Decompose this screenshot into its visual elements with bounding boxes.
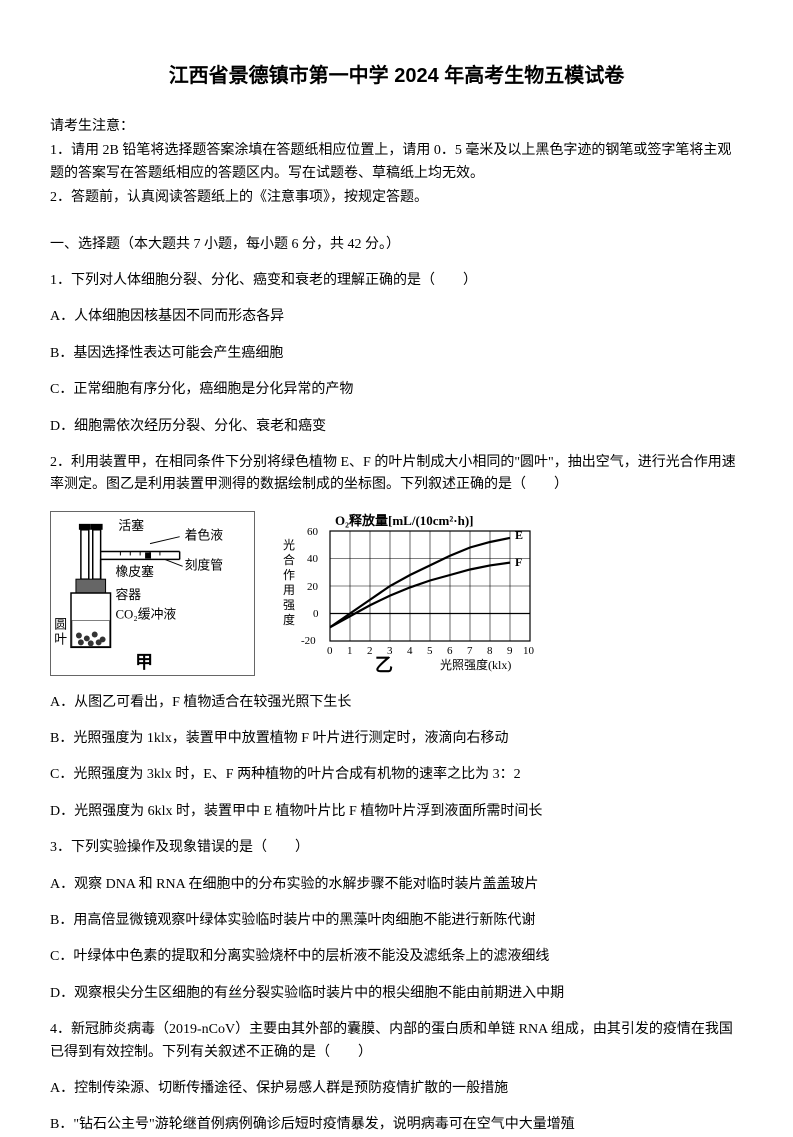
ytick-60: 60 xyxy=(307,526,319,538)
q2-stem: 2．利用装置甲，在相同条件下分别将绿色植物 E、F 的叶片制成大小相同的"圆叶"… xyxy=(50,452,743,497)
xtick-6: 6 xyxy=(447,645,453,657)
xtick-2: 2 xyxy=(367,645,373,657)
q4-stem: 4．新冠肺炎病毒（2019-nCoV）主要由其外部的囊膜、内部的蛋白质和单链 R… xyxy=(50,1019,743,1064)
ylabel-1: 光 xyxy=(283,538,295,552)
q1-option-a: A．人体细胞因核基因不同而形态各异 xyxy=(50,306,743,328)
q4-option-b: B．"钻石公主号"游轮继首例病例确诊后短时疫情暴发，说明病毒可在空气中大量增殖 xyxy=(50,1114,743,1136)
section-1-header: 一、选择题（本大题共 7 小题，每小题 6 分，共 42 分。） xyxy=(50,234,743,256)
label-container: 容器 xyxy=(115,587,141,602)
ylabel-3: 作 xyxy=(283,568,295,582)
xtick-5: 5 xyxy=(427,645,433,657)
apparatus-name: 甲 xyxy=(135,652,153,672)
ylabel-5: 强 xyxy=(283,598,295,612)
q2-option-a: A．从图乙可看出，F 植物适合在较强光照下生长 xyxy=(50,692,743,714)
q3-option-d: D．观察根尖分生区细胞的有丝分裂实验临时装片中的根尖细胞不能由前期进入中期 xyxy=(50,983,743,1005)
series-f-label: F xyxy=(515,555,522,569)
chart-name: 乙 xyxy=(375,655,393,675)
label-rubber: 橡皮塞 xyxy=(115,564,154,579)
ytick-40: 40 xyxy=(307,553,319,565)
q4-option-a: A．控制传染源、切断传播途径、保护易感人群是预防疫情扩散的一般措施 xyxy=(50,1078,743,1100)
xtick-9: 9 xyxy=(507,645,513,657)
q3-option-c: C．叶绿体中色素的提取和分离实验烧杯中的层析液不能没及滤纸条上的滤液细线 xyxy=(50,946,743,968)
q3-option-a: A．观察 DNA 和 RNA 在细胞中的分布实验的水解步骤不能对临时装片盖盖玻片 xyxy=(50,874,743,896)
q1-stem: 1．下列对人体细胞分裂、分化、癌变和衰老的理解正确的是（ ） xyxy=(50,270,743,292)
label-dye: 着色液 xyxy=(185,527,224,542)
label-scale: 刻度管 xyxy=(185,557,224,572)
label-leaf-1: 圆 xyxy=(54,617,67,631)
notice-header: 请考生注意： xyxy=(50,116,743,138)
ytick-0: 0 xyxy=(313,608,319,620)
q2-figures: 活塞 着色液 橡皮塞 刻度管 容器 CO₂缓冲液 圆 叶 甲 O₂释放量[mL/… xyxy=(50,511,743,676)
series-e-label: E xyxy=(515,528,523,542)
label-buffer: CO₂缓冲液 xyxy=(115,607,176,621)
ytick-m20: -20 xyxy=(301,635,316,647)
xtick-7: 7 xyxy=(467,645,473,657)
xtick-8: 8 xyxy=(487,645,493,657)
chart-xlabel: 光照强度(klx) xyxy=(440,657,511,672)
xtick-4: 4 xyxy=(407,645,413,657)
q2-option-b: B．光照强度为 1klx，装置甲中放置植物 F 叶片进行测定时，液滴向右移动 xyxy=(50,728,743,750)
q1-option-c: C．正常细胞有序分化，癌细胞是分化异常的产物 xyxy=(50,379,743,401)
apparatus-diagram: 活塞 着色液 橡皮塞 刻度管 容器 CO₂缓冲液 圆 叶 甲 xyxy=(50,511,255,676)
q3-stem: 3．下列实验操作及现象错误的是（ ） xyxy=(50,837,743,859)
q3-option-b: B．用高倍显微镜观察叶绿体实验临时装片中的黑藻叶肉细胞不能进行新陈代谢 xyxy=(50,910,743,932)
xtick-0: 0 xyxy=(327,645,333,657)
q2-option-d: D．光照强度为 6klx 时，装置甲中 E 植物叶片比 F 植物叶片浮到液面所需… xyxy=(50,801,743,823)
xtick-10: 10 xyxy=(523,645,535,657)
q1-option-b: B．基因选择性表达可能会产生癌细胞 xyxy=(50,343,743,365)
q2-option-c: C．光照强度为 3klx 时，E、F 两种植物的叶片合成有机物的速率之比为 3：… xyxy=(50,764,743,786)
notice-item-1: 1．请用 2B 铅笔将选择题答案涂填在答题纸相应位置上，请用 0．5 毫米及以上… xyxy=(50,140,743,185)
ylabel-6: 度 xyxy=(283,612,295,627)
ylabel-2: 合 xyxy=(283,552,295,567)
ytick-20: 20 xyxy=(307,581,319,593)
exam-title: 江西省景德镇市第一中学 2024 年高考生物五模试卷 xyxy=(50,60,743,92)
chart-title: O₂释放量[mL/(10cm²·h)] xyxy=(335,513,474,528)
xtick-1: 1 xyxy=(347,645,353,657)
chart-diagram: O₂释放量[mL/(10cm²·h)] 光 合 作 用 强 度 60 xyxy=(275,511,555,676)
label-leaf-2: 叶 xyxy=(54,632,67,646)
notice-item-2: 2．答题前，认真阅读答题纸上的《注意事项》，按规定答题。 xyxy=(50,187,743,209)
q1-option-d: D．细胞需依次经历分裂、分化、衰老和癌变 xyxy=(50,416,743,438)
label-piston: 活塞 xyxy=(118,517,144,532)
ylabel-4: 用 xyxy=(283,583,295,597)
